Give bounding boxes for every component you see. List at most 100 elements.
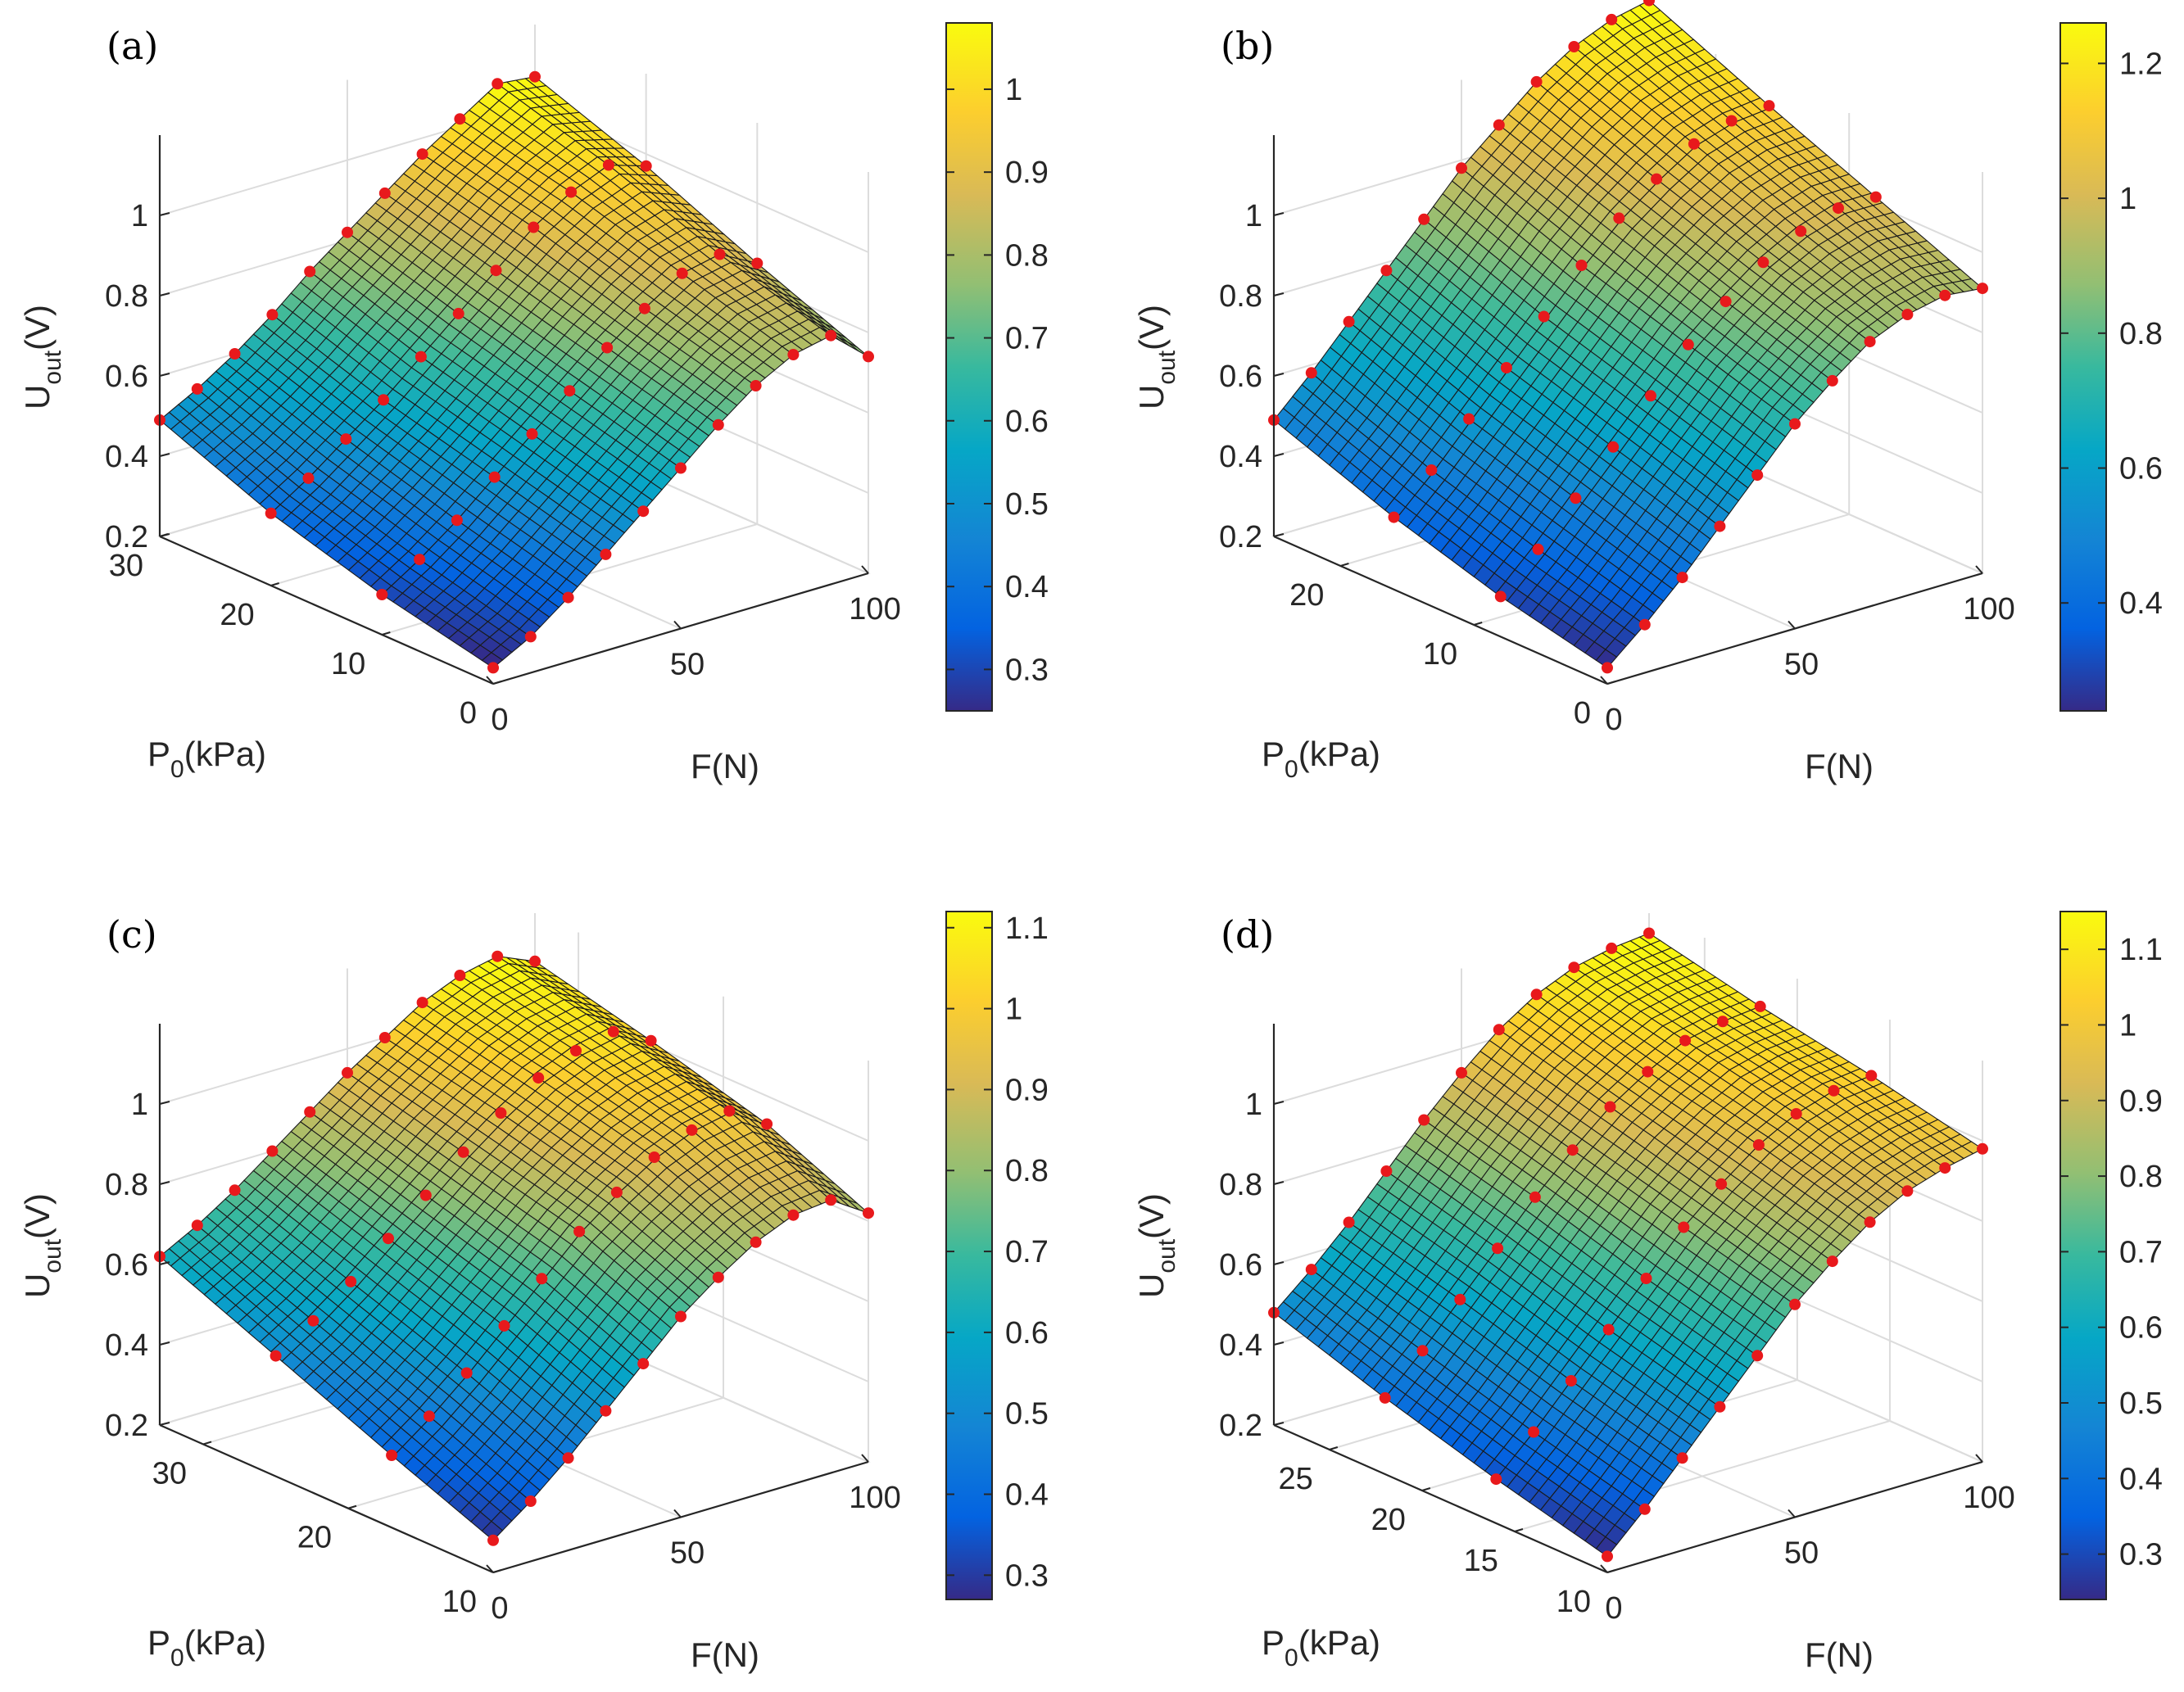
data-point bbox=[1643, 0, 1655, 7]
data-point bbox=[528, 221, 540, 233]
data-point bbox=[637, 505, 650, 518]
data-point bbox=[787, 349, 800, 360]
data-point bbox=[750, 380, 762, 391]
data-point bbox=[1763, 100, 1775, 112]
data-point bbox=[266, 309, 279, 321]
measured-points bbox=[1268, 0, 1988, 674]
data-point bbox=[302, 472, 315, 484]
data-point bbox=[451, 514, 463, 527]
data-point bbox=[600, 548, 612, 560]
data-point bbox=[378, 187, 391, 199]
data-point bbox=[345, 1275, 357, 1287]
data-point bbox=[573, 1225, 586, 1237]
z-axis-title: Uout(V) bbox=[18, 305, 66, 409]
data-point bbox=[1463, 413, 1475, 425]
data-point bbox=[1725, 115, 1738, 127]
x-tick-label: 100 bbox=[849, 1481, 900, 1515]
z-tick-label: 0.4 bbox=[105, 440, 148, 474]
x-tick-label: 0 bbox=[1605, 703, 1622, 737]
data-point bbox=[1795, 225, 1807, 238]
data-point bbox=[1939, 289, 1951, 301]
z-tick-label: 0.4 bbox=[1219, 440, 1262, 474]
y-tick-label: 20 bbox=[1289, 578, 1324, 613]
data-point bbox=[825, 1194, 837, 1206]
y-tick-label: 0 bbox=[460, 696, 477, 731]
colorbar-tick-label: 0.4 bbox=[1005, 1478, 1049, 1513]
y-tick-label: 30 bbox=[152, 1456, 187, 1491]
data-point bbox=[1977, 283, 1988, 295]
data-point bbox=[601, 342, 614, 354]
colorbar-tick-label: 0.5 bbox=[1005, 1397, 1049, 1432]
chart-panel-2: 0.20.40.60.8105010001020F(N)P0(kPa)Uout(… bbox=[1132, 0, 2163, 785]
y-tick-label: 10 bbox=[331, 647, 365, 681]
chart-panel-4: 0.20.40.60.8105010010152025F(N)P0(kPa)Uo… bbox=[1132, 911, 2163, 1674]
axis-lines bbox=[158, 1024, 869, 1574]
data-point bbox=[452, 307, 464, 319]
data-point bbox=[714, 248, 726, 260]
data-point bbox=[1720, 296, 1732, 308]
colorbar-tick-label: 0.4 bbox=[2119, 586, 2163, 621]
data-point bbox=[1607, 441, 1620, 453]
data-point bbox=[686, 1124, 698, 1136]
z-tick-label: 1 bbox=[131, 1088, 148, 1122]
data-point bbox=[419, 1189, 432, 1201]
x-tick-label: 50 bbox=[1784, 648, 1819, 682]
y-tick-label: 20 bbox=[220, 598, 254, 632]
colorbar-tick-label: 0.3 bbox=[1005, 653, 1049, 687]
data-point bbox=[1493, 119, 1505, 131]
colorbar: 0.30.40.50.60.70.80.911.1 bbox=[945, 911, 1049, 1600]
measured-points bbox=[154, 950, 874, 1546]
x-tick-label: 0 bbox=[491, 1591, 508, 1626]
z-tick-label: 1 bbox=[1245, 199, 1262, 233]
data-point bbox=[524, 631, 537, 643]
data-point bbox=[712, 418, 724, 431]
data-point bbox=[1613, 212, 1625, 224]
z-tick-label: 0.6 bbox=[105, 1248, 148, 1283]
data-point bbox=[1682, 338, 1694, 351]
data-point bbox=[675, 462, 686, 474]
data-point bbox=[648, 1151, 660, 1163]
data-point bbox=[1869, 191, 1882, 203]
data-point bbox=[488, 471, 501, 483]
data-point bbox=[564, 385, 576, 397]
surface bbox=[1273, 0, 1984, 669]
z-tick-label: 0.2 bbox=[105, 520, 148, 554]
data-point bbox=[1826, 374, 1838, 387]
data-point bbox=[676, 267, 688, 279]
data-point bbox=[423, 1410, 435, 1423]
data-point bbox=[307, 1314, 319, 1327]
data-point bbox=[645, 1034, 657, 1047]
colorbar-tick-label: 1.2 bbox=[2119, 47, 2163, 81]
axis-lines bbox=[158, 135, 869, 685]
colorbar-tick-label: 1 bbox=[1005, 73, 1022, 107]
colorbar-tick-label: 1 bbox=[2119, 182, 2136, 216]
data-point bbox=[562, 591, 574, 604]
colorbar-tick-label: 0.6 bbox=[1005, 405, 1049, 439]
y-axis-title: P0(kPa) bbox=[147, 1623, 266, 1672]
data-point bbox=[376, 589, 388, 600]
data-point bbox=[863, 1207, 874, 1219]
data-point bbox=[454, 970, 466, 981]
data-point bbox=[750, 1236, 762, 1248]
data-point bbox=[1343, 315, 1355, 328]
data-point bbox=[1388, 511, 1400, 523]
data-point bbox=[416, 148, 428, 161]
z-axis-title: Uout(V) bbox=[1132, 305, 1180, 409]
z-tick-label: 0.8 bbox=[1219, 279, 1262, 314]
colorbar-tick-label: 1.1 bbox=[1005, 912, 1049, 946]
data-point bbox=[1638, 618, 1651, 631]
data-point bbox=[1425, 464, 1438, 476]
data-point bbox=[304, 1106, 316, 1118]
x-tick-label: 50 bbox=[670, 648, 705, 682]
data-point bbox=[529, 955, 541, 967]
y-tick-label: 30 bbox=[109, 549, 143, 583]
data-point bbox=[1530, 75, 1543, 88]
measured-points bbox=[154, 70, 874, 674]
z-tick-label: 0.2 bbox=[105, 1409, 148, 1443]
data-point bbox=[270, 1350, 282, 1362]
data-point bbox=[492, 950, 504, 962]
data-point bbox=[712, 1271, 724, 1283]
x-tick-label: 100 bbox=[1963, 592, 2014, 627]
data-point bbox=[492, 78, 504, 90]
data-point bbox=[342, 226, 353, 238]
